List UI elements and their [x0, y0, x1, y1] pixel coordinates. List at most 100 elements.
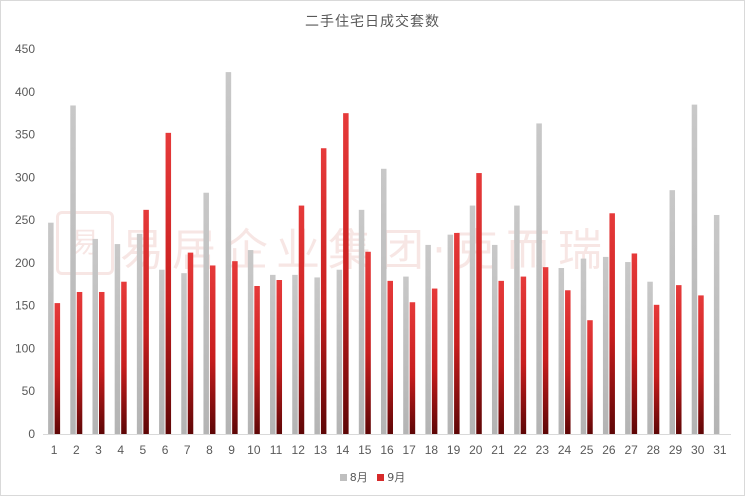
- y-tick-label: 300: [15, 170, 35, 184]
- y-tick-label: 450: [15, 42, 35, 56]
- bar-sep-3: [98, 291, 105, 434]
- x-tick-label: 17: [403, 443, 417, 457]
- bar-sep-5: [143, 209, 149, 434]
- bar-aug-26: [602, 256, 609, 434]
- bar-sep-6: [165, 132, 172, 434]
- bar-aug-11: [270, 274, 276, 434]
- x-tick-label: 26: [602, 443, 616, 457]
- y-tick-label: 150: [15, 299, 35, 313]
- bar-sep-17: [409, 302, 416, 434]
- bar-sep-24: [565, 290, 571, 434]
- bar-sep-27: [631, 253, 638, 434]
- y-tick-label: 50: [22, 384, 36, 398]
- x-tick-label: 21: [491, 443, 505, 457]
- bar-sep-25: [587, 320, 593, 434]
- bar-aug-12: [292, 274, 298, 434]
- bar-aug-15: [358, 209, 365, 434]
- x-tick-label: 11: [270, 443, 283, 457]
- bar-aug-3: [92, 238, 98, 434]
- legend-swatch-aug: [339, 473, 347, 481]
- bar-sep-18: [431, 288, 438, 434]
- bar-aug-30: [691, 104, 698, 435]
- bar-aug-10: [247, 250, 254, 434]
- bar-aug-27: [625, 262, 631, 434]
- bar-sep-9: [232, 261, 238, 434]
- bar-sep-13: [320, 148, 327, 435]
- x-tick-label: 20: [469, 443, 483, 457]
- bar-aug-5: [136, 233, 143, 434]
- x-tick-label: 7: [184, 443, 191, 457]
- x-tick-label: 9: [228, 443, 235, 457]
- y-tick-label: 250: [15, 213, 35, 227]
- x-tick-label: 15: [358, 443, 372, 457]
- x-tick-label: 8: [206, 443, 213, 457]
- y-tick-label: 100: [15, 341, 35, 355]
- bar-aug-18: [425, 244, 431, 434]
- x-tick-label: 19: [447, 443, 461, 457]
- bar-sep-10: [254, 285, 260, 434]
- x-tick-label: 22: [513, 443, 527, 457]
- y-tick-label: 350: [15, 128, 35, 142]
- bar-sep-14: [343, 113, 349, 435]
- bar-sep-23: [542, 267, 549, 434]
- bar-sep-16: [387, 280, 393, 434]
- legend-label-sep: 9月: [387, 471, 406, 484]
- x-tick-label: 31: [713, 443, 727, 457]
- chart-title: 二手住宅日成交套数: [305, 14, 440, 30]
- bar-aug-29: [669, 190, 676, 434]
- bar-aug-14: [336, 269, 343, 434]
- bar-aug-31: [713, 214, 720, 434]
- bar-sep-19: [454, 232, 460, 434]
- x-tick-label: 28: [647, 443, 661, 457]
- bar-sep-21: [498, 280, 504, 434]
- bar-aug-9: [225, 72, 232, 434]
- bar-sep-29: [676, 285, 682, 434]
- bar-sep-8: [209, 265, 216, 434]
- bar-sep-30: [698, 295, 704, 434]
- bar-aug-4: [114, 244, 121, 434]
- bar-aug-1: [48, 222, 54, 434]
- x-tick-label: 30: [691, 443, 705, 457]
- bar-sep-11: [276, 280, 283, 434]
- bar-sep-12: [298, 205, 305, 434]
- x-tick-label: 13: [314, 443, 328, 457]
- bar-sep-28: [653, 304, 660, 434]
- legend-swatch-sep: [377, 473, 385, 481]
- bar-aug-28: [647, 281, 653, 434]
- bar-sep-20: [476, 173, 482, 434]
- x-tick-label: 6: [162, 443, 169, 457]
- bar-aug-2: [70, 105, 76, 434]
- bar-aug-17: [403, 276, 409, 434]
- bar-sep-2: [76, 291, 83, 434]
- x-axis: 1 2 3 4 5 6 7 8 9 10 11 12 13 14 15 16 17 18 19 20 21 22 23 24 2…: [51, 443, 727, 457]
- x-tick-label: 1: [51, 443, 58, 457]
- x-tick-label: 4: [117, 443, 124, 457]
- bar-aug-13: [314, 277, 320, 434]
- bar-sep-26: [609, 213, 615, 434]
- x-tick-label: 10: [247, 443, 261, 457]
- bar-aug-16: [381, 168, 387, 434]
- bar-sep-4: [121, 281, 127, 434]
- y-axis: 0 50 100 150 200 250 300 350 400 450: [15, 42, 35, 441]
- bar-sep-7: [187, 252, 194, 434]
- x-tick-label: 2: [73, 443, 80, 457]
- x-tick-label: 24: [558, 443, 572, 457]
- bar-aug-21: [491, 244, 498, 434]
- x-tick-label: 12: [292, 443, 306, 457]
- legend-item-sep: 9月: [377, 469, 405, 485]
- legend: 8月 9月: [1, 469, 744, 485]
- bar-aug-22: [514, 205, 520, 434]
- bar-sep-15: [365, 251, 371, 434]
- x-tick-label: 3: [95, 443, 102, 457]
- x-tick-label: 25: [580, 443, 594, 457]
- x-tick-label: 23: [536, 443, 550, 457]
- bar-aug-24: [558, 268, 565, 434]
- bar-sep-22: [520, 276, 527, 434]
- x-tick-label: 16: [380, 443, 394, 457]
- bars: [48, 72, 720, 435]
- bar-aug-20: [469, 205, 476, 434]
- bar-sep-1: [54, 303, 61, 434]
- x-tick-label: 29: [669, 443, 683, 457]
